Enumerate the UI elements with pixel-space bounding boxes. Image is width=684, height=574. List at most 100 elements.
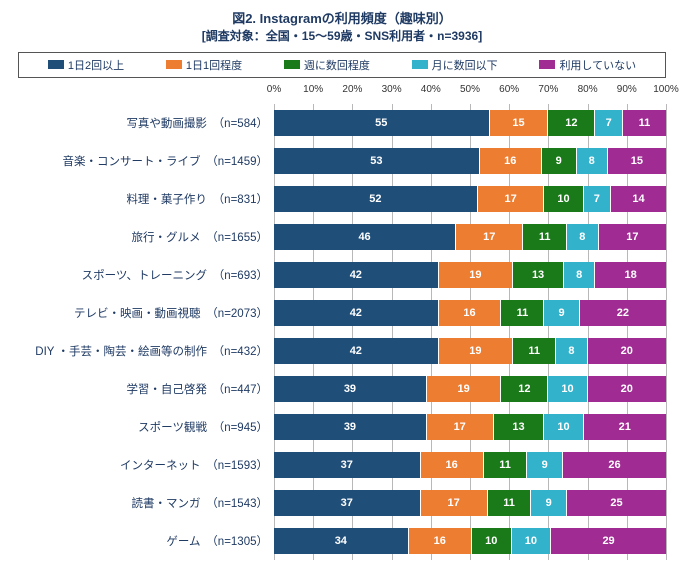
bar-segment: 37 bbox=[274, 452, 421, 478]
legend-item: 1日1回程度 bbox=[166, 57, 242, 73]
grid-line bbox=[666, 218, 667, 256]
bar-segment: 20 bbox=[588, 338, 666, 364]
legend-label: 利用していない bbox=[559, 57, 636, 73]
bar-segment: 11 bbox=[523, 224, 567, 250]
stacked-bar: 53169815 bbox=[274, 148, 666, 174]
stacked-bar: 3416101029 bbox=[274, 528, 666, 554]
row-label: スポーツ観戦 （n=945） bbox=[18, 419, 274, 435]
bar-segment: 19 bbox=[439, 262, 513, 288]
bar-segment: 19 bbox=[427, 376, 501, 402]
plot-cell: 3917131021 bbox=[274, 408, 666, 446]
legend-item: 利用していない bbox=[539, 57, 636, 73]
legend-label: 月に数回以下 bbox=[432, 57, 498, 73]
bar-segment: 18 bbox=[595, 262, 666, 288]
grid-line bbox=[666, 484, 667, 522]
bar-segment: 17 bbox=[421, 490, 488, 516]
x-axis-tick: 60% bbox=[499, 84, 519, 95]
title-block: 図2. Instagramの利用頻度（趣味別） [調査対象：全国・15～59歳・… bbox=[18, 10, 666, 44]
bar-segment: 42 bbox=[274, 262, 439, 288]
bar-segment: 9 bbox=[531, 490, 567, 516]
legend-swatch bbox=[284, 60, 300, 69]
row-label: DIY ・手芸・陶芸・絵画等の制作 （n=432） bbox=[18, 343, 274, 359]
bar-segment: 15 bbox=[490, 110, 549, 136]
bar-segment: 55 bbox=[274, 110, 490, 136]
plot-cell: 421913818 bbox=[274, 256, 666, 294]
bar-segment: 17 bbox=[456, 224, 523, 250]
grid-line bbox=[666, 256, 667, 294]
bar-segment: 42 bbox=[274, 300, 439, 326]
bar-segment: 10 bbox=[472, 528, 512, 554]
chart-subtitle: [調査対象：全国・15～59歳・SNS利用者・n=3936] bbox=[18, 28, 666, 44]
bar-segment: 39 bbox=[274, 376, 427, 402]
x-axis-tick: 90% bbox=[617, 84, 637, 95]
plot-cell: 371711925 bbox=[274, 484, 666, 522]
legend-swatch bbox=[166, 60, 182, 69]
bar-segment: 10 bbox=[512, 528, 552, 554]
x-axis-tick: 30% bbox=[382, 84, 402, 95]
chart-row: DIY ・手芸・陶芸・絵画等の制作 （n=432）421911820 bbox=[18, 332, 666, 370]
x-axis-tick: 10% bbox=[303, 84, 323, 95]
x-axis-tick: 70% bbox=[538, 84, 558, 95]
bar-segment: 16 bbox=[421, 452, 484, 478]
chart-row: 旅行・グルメ （n=1655）461711817 bbox=[18, 218, 666, 256]
bar-segment: 13 bbox=[494, 414, 545, 440]
bar-segment: 12 bbox=[501, 376, 548, 402]
grid-line bbox=[666, 370, 667, 408]
row-label: 旅行・グルメ （n=1655） bbox=[18, 229, 274, 245]
legend-item: 1日2回以上 bbox=[48, 57, 124, 73]
bar-segment: 8 bbox=[556, 338, 587, 364]
bar-segment: 8 bbox=[567, 224, 599, 250]
bar-segment: 10 bbox=[544, 186, 583, 212]
bar-segment: 13 bbox=[513, 262, 564, 288]
legend-item: 月に数回以下 bbox=[412, 57, 498, 73]
grid-line bbox=[666, 294, 667, 332]
legend-label: 1日2回以上 bbox=[68, 57, 124, 73]
bar-segment: 29 bbox=[551, 528, 666, 554]
stacked-bar: 3919121020 bbox=[274, 376, 666, 402]
x-axis-tick: 100% bbox=[653, 84, 679, 95]
chart-rows: 写真や動画撮影 （n=584）551512711 音楽・コンサート・ライブ （n=… bbox=[18, 104, 666, 560]
grid-line bbox=[666, 142, 667, 180]
legend-item: 週に数回程度 bbox=[284, 57, 370, 73]
bar-segment: 14 bbox=[611, 186, 666, 212]
stacked-bar: 461711817 bbox=[274, 224, 666, 250]
row-label: ゲーム （n=1305） bbox=[18, 533, 274, 549]
stacked-bar: 551512711 bbox=[274, 110, 666, 136]
row-label: テレビ・映画・動画視聴 （n=2073） bbox=[18, 305, 274, 321]
bar-segment: 11 bbox=[623, 110, 666, 136]
chart-zone: 0%10%20%30%40%50%60%70%80%90%100% 写真や動画撮… bbox=[18, 84, 666, 560]
bar-segment: 9 bbox=[542, 148, 577, 174]
bar-segment: 8 bbox=[564, 262, 595, 288]
grid-line bbox=[666, 104, 667, 142]
plot-cell: 53169815 bbox=[274, 142, 666, 180]
bar-segment: 17 bbox=[599, 224, 666, 250]
x-axis-tick: 50% bbox=[460, 84, 480, 95]
chart-row: 料理・菓子作り （n=831）521710714 bbox=[18, 180, 666, 218]
bar-segment: 9 bbox=[527, 452, 563, 478]
x-axis-tick: 80% bbox=[578, 84, 598, 95]
chart-row: ゲーム （n=1305）3416101029 bbox=[18, 522, 666, 560]
legend: 1日2回以上 1日1回程度 週に数回程度 月に数回以下 利用していない bbox=[18, 52, 666, 78]
grid-line bbox=[666, 332, 667, 370]
chart-row: 読書・マンガ （n=1543）371711925 bbox=[18, 484, 666, 522]
bar-segment: 19 bbox=[439, 338, 513, 364]
bar-segment: 10 bbox=[544, 414, 583, 440]
row-label: 音楽・コンサート・ライブ （n=1459） bbox=[18, 153, 274, 169]
row-label: インターネット （n=1593） bbox=[18, 457, 274, 473]
x-axis-row: 0%10%20%30%40%50%60%70%80%90%100% bbox=[18, 84, 666, 104]
x-axis-tick: 20% bbox=[342, 84, 362, 95]
row-label: 料理・菓子作り （n=831） bbox=[18, 191, 274, 207]
row-label: 写真や動画撮影 （n=584） bbox=[18, 115, 274, 131]
chart-row: スポーツ、トレーニング （n=693）421913818 bbox=[18, 256, 666, 294]
plot-cell: 371611926 bbox=[274, 446, 666, 484]
bar-segment: 15 bbox=[608, 148, 666, 174]
grid-line bbox=[666, 408, 667, 446]
stacked-bar: 3917131021 bbox=[274, 414, 666, 440]
stacked-bar: 371611926 bbox=[274, 452, 666, 478]
chart-row: テレビ・映画・動画視聴 （n=2073）421611922 bbox=[18, 294, 666, 332]
x-axis-labels: 0%10%20%30%40%50%60%70%80%90%100% bbox=[274, 84, 666, 98]
bar-segment: 37 bbox=[274, 490, 421, 516]
stacked-bar: 421611922 bbox=[274, 300, 666, 326]
bar-segment: 11 bbox=[501, 300, 544, 326]
chart-row: 学習・自己啓発 （n=447）3919121020 bbox=[18, 370, 666, 408]
